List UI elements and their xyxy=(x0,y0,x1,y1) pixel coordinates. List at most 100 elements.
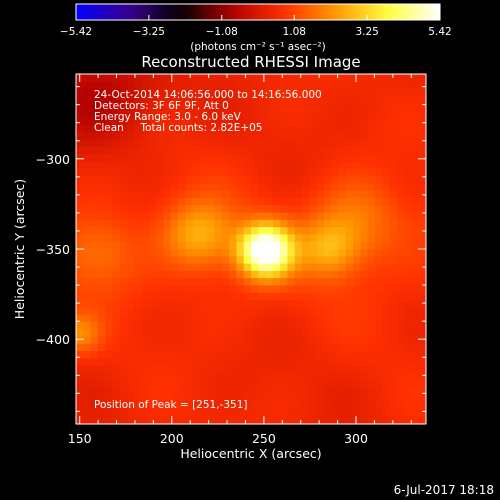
heatmap-cell xyxy=(163,321,172,330)
heatmap-cell xyxy=(221,146,230,155)
heatmap-cell xyxy=(287,365,296,374)
heatmap-cell xyxy=(272,197,281,206)
heatmap-cell xyxy=(185,205,194,214)
heatmap-cell xyxy=(309,190,318,199)
heatmap-cell xyxy=(192,219,201,228)
heatmap-cell xyxy=(229,190,238,199)
heatmap-cell xyxy=(251,351,259,359)
heatmap-cell xyxy=(367,300,376,308)
heatmap-cell xyxy=(97,212,106,221)
heatmap-cell xyxy=(294,321,303,330)
heatmap-cell xyxy=(236,139,245,148)
heatmap-cell xyxy=(360,219,369,228)
heatmap-cell xyxy=(236,190,245,199)
heatmap-cell xyxy=(192,205,201,214)
heatmap-cell xyxy=(178,256,186,265)
heatmap-cell xyxy=(185,241,194,250)
heatmap-cell xyxy=(83,212,92,221)
heatmap-cell xyxy=(396,117,405,126)
heatmap-cell xyxy=(199,416,208,424)
heatmap-cell xyxy=(258,241,267,250)
heatmap-cell xyxy=(367,95,376,104)
heatmap-cell xyxy=(97,132,106,141)
heatmap-cell xyxy=(353,125,361,133)
heatmap-cell xyxy=(90,307,99,316)
heatmap-cell xyxy=(148,300,157,308)
heatmap-cell xyxy=(258,81,267,90)
heatmap-cell xyxy=(236,132,245,141)
heatmap-cell xyxy=(207,161,216,170)
heatmap-cell xyxy=(97,270,106,279)
heatmap-cell xyxy=(134,263,143,272)
heatmap-cell xyxy=(156,292,165,301)
heatmap-cell xyxy=(134,285,143,294)
heatmap-cell xyxy=(112,307,121,316)
heatmap-cell xyxy=(374,256,383,265)
heatmap-cell xyxy=(199,132,208,141)
heatmap-cell xyxy=(229,336,238,345)
heatmap-cell xyxy=(229,314,238,323)
heatmap-cell xyxy=(418,336,426,345)
heatmap-cell xyxy=(294,402,303,411)
heatmap-cell xyxy=(302,139,310,148)
heatmap-cell xyxy=(411,168,420,177)
heatmap-cell xyxy=(287,329,296,338)
heatmap-cell xyxy=(105,336,114,345)
heatmap-cell xyxy=(221,409,230,418)
heatmap-cell xyxy=(134,74,143,82)
heatmap-cell xyxy=(309,227,318,236)
heatmap-cell xyxy=(112,139,121,148)
heatmap-cell xyxy=(331,314,340,323)
heatmap-cell xyxy=(148,146,157,155)
heatmap-cell xyxy=(309,103,318,112)
heatmap-cell xyxy=(294,307,303,316)
heatmap-cell xyxy=(83,161,92,170)
heatmap-cell xyxy=(97,219,106,228)
heatmap-cell xyxy=(141,285,150,294)
x-axis-label: Heliocentric X (arcsec) xyxy=(180,446,321,461)
heatmap-cell xyxy=(294,292,303,301)
heatmap-cell xyxy=(265,110,274,119)
heatmap-cell xyxy=(170,365,179,374)
heatmap-cell xyxy=(280,176,289,184)
heatmap-cell xyxy=(156,307,165,316)
heatmap-cell xyxy=(207,358,216,367)
heatmap-cell xyxy=(221,329,230,338)
heatmap-cell xyxy=(382,380,391,389)
heatmap-cell xyxy=(382,387,391,396)
heatmap-cell xyxy=(367,103,376,112)
heatmap-cell xyxy=(127,292,135,301)
heatmap-cell xyxy=(374,139,383,148)
heatmap-cell xyxy=(251,256,259,265)
heatmap-cell xyxy=(192,154,201,163)
heatmap-cell xyxy=(214,139,223,148)
heatmap-cell xyxy=(148,205,157,214)
heatmap-cell xyxy=(411,139,420,148)
heatmap-cell xyxy=(265,190,274,199)
heatmap-cell xyxy=(156,234,165,243)
heatmap-cell xyxy=(141,416,150,424)
heatmap-cell xyxy=(316,409,325,418)
heatmap-cell xyxy=(134,372,143,381)
heatmap-cell xyxy=(367,125,376,133)
heatmap-cell xyxy=(411,219,420,228)
heatmap-cell xyxy=(404,139,413,148)
heatmap-cell xyxy=(404,292,413,301)
heatmap-cell xyxy=(76,103,84,112)
heatmap-cell xyxy=(148,380,157,389)
heatmap-cell xyxy=(338,205,347,214)
heatmap-cell xyxy=(119,256,128,265)
heatmap-cell xyxy=(367,343,376,352)
heatmap-cell xyxy=(76,205,84,214)
heatmap-cell xyxy=(207,234,216,243)
heatmap-cell xyxy=(396,88,405,97)
heatmap-cell xyxy=(382,402,391,411)
heatmap-cell xyxy=(251,168,259,177)
heatmap-cell xyxy=(105,227,114,236)
heatmap-cell xyxy=(119,212,128,221)
heatmap-cell xyxy=(83,292,92,301)
heatmap-cell xyxy=(199,307,208,316)
heatmap-cell xyxy=(83,329,92,338)
heatmap-cell xyxy=(236,212,245,221)
heatmap-cell xyxy=(134,154,143,163)
